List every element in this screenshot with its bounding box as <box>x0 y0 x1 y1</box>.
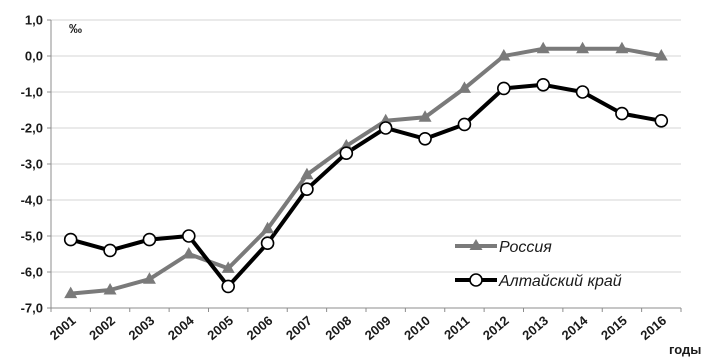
data-point-altai <box>300 182 314 196</box>
y-tick-label: -4,0 <box>21 193 43 208</box>
y-tick-label: 1,0 <box>25 13 43 28</box>
data-point-russia <box>654 49 668 61</box>
data-point-altai <box>615 106 629 121</box>
data-point-altai <box>378 121 393 135</box>
data-point-altai <box>536 78 550 92</box>
data-point-russia <box>64 286 78 299</box>
x-tick-label: 2013 <box>519 313 551 343</box>
x-axis-unit-label: годы <box>669 342 701 357</box>
data-point-russia <box>497 49 511 61</box>
x-tick-label: 2001 <box>47 313 79 343</box>
x-tick-label: 2008 <box>322 313 354 343</box>
data-point-russia <box>182 247 196 259</box>
legend-altai-marker <box>469 273 483 287</box>
x-tick-label: 2015 <box>598 313 630 343</box>
y-tick-label: -5,0 <box>21 229 43 244</box>
data-point-altai <box>260 236 275 250</box>
data-point-russia <box>418 110 432 122</box>
gridlines <box>51 19 681 273</box>
series-lines <box>63 41 669 299</box>
data-point-russia <box>576 41 590 54</box>
data-point-russia <box>300 167 314 180</box>
data-point-altai <box>654 114 669 128</box>
axes <box>47 19 682 312</box>
x-tick-label: 2003 <box>126 313 158 343</box>
data-point-altai <box>142 232 157 247</box>
x-tick-label: 2006 <box>244 313 276 343</box>
data-point-altai <box>182 229 196 243</box>
y-axis-unit-label: ‰ <box>69 21 82 36</box>
x-tick-label: 2009 <box>362 313 394 343</box>
legend-altai-label: Алтайский край <box>498 273 622 290</box>
legend: Россия Алтайский край <box>455 239 622 290</box>
legend-russia-marker <box>469 239 483 250</box>
data-point-altai <box>103 243 117 258</box>
data-point-altai <box>457 117 472 132</box>
x-tick-label: 2010 <box>401 313 433 343</box>
data-point-altai <box>339 146 354 160</box>
series-line-altai <box>70 82 662 289</box>
x-tick-label: 2014 <box>559 312 591 343</box>
data-point-russia <box>103 283 117 295</box>
data-point-altai <box>63 232 78 247</box>
y-tick-label: -3,0 <box>21 157 43 172</box>
x-tick-label: 2005 <box>204 313 236 343</box>
x-tick-label: 2016 <box>637 313 669 343</box>
data-point-altai <box>418 132 432 146</box>
data-point-russia <box>142 272 156 284</box>
y-tick-label: 0,0 <box>25 49 43 64</box>
y-tick-label: -6,0 <box>21 265 43 280</box>
legend-item-altai: Алтайский край <box>455 273 622 290</box>
x-tick-label: 2011 <box>441 313 472 343</box>
data-point-altai <box>497 81 511 96</box>
data-point-altai <box>575 85 590 99</box>
x-tick-labels: 2001 2002 2003 2004 2005 2006 2007 2008 2009 2010… <box>47 312 669 343</box>
y-tick-label: -7,0 <box>21 301 43 316</box>
x-tick-label: 2012 <box>480 313 512 343</box>
x-tick-label: 2007 <box>283 313 315 343</box>
y-tick-label: -1,0 <box>21 85 43 100</box>
data-point-russia <box>221 261 235 273</box>
y-tick-label: -2,0 <box>21 121 43 136</box>
data-point-altai <box>221 279 235 294</box>
x-tick-label: 2002 <box>86 313 118 343</box>
data-point-russia <box>536 41 550 54</box>
x-tick-label: 2004 <box>165 312 197 343</box>
data-point-russia <box>457 81 471 93</box>
series-line-russia <box>70 46 662 296</box>
legend-item-russia: Россия <box>455 239 552 256</box>
data-point-russia <box>261 221 275 234</box>
data-point-russia <box>615 41 629 54</box>
y-tick-labels: 1,0 0,0 -1,0 -2,0 -3,0 -4,0 -5,0 -6,0 -7,0 <box>21 13 43 316</box>
legend-russia-label: Россия <box>499 239 552 256</box>
